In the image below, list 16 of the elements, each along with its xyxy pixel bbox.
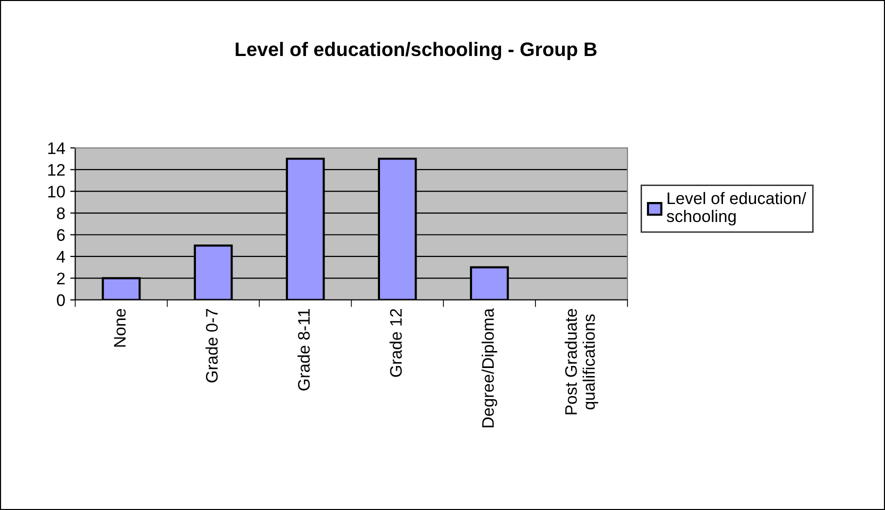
- y-tick-label: 10: [48, 186, 65, 198]
- y-tick-label: 6: [57, 229, 65, 241]
- chart-title: Level of education/schooling - Group B: [236, 42, 597, 60]
- x-tick-label: Post Graduate qualifications: [564, 308, 598, 414]
- y-tick-label: 4: [56, 251, 66, 262]
- x-tick-label: Grade 0-7: [206, 309, 218, 382]
- x-tick-label: Grade 8-11: [298, 309, 310, 390]
- x-tick-label: None: [114, 308, 126, 347]
- y-tick-label: 0: [56, 294, 65, 306]
- y-tick-label: 8: [56, 207, 65, 220]
- x-tick-label: Grade 12: [390, 309, 402, 377]
- x-tick-label: Degree/Diploma: [482, 308, 498, 428]
- y-tick-label: 2: [57, 272, 65, 284]
- legend-label: Level of education/ schooling: [666, 192, 806, 226]
- y-tick-label: 12: [48, 164, 65, 176]
- y-tick-label: 14: [48, 142, 66, 154]
